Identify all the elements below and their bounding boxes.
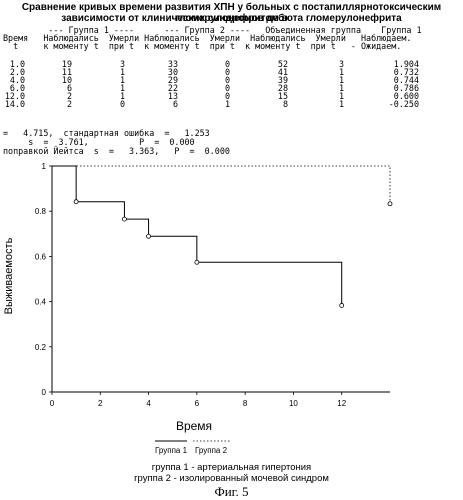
survival-curve-series-1 [52,166,342,305]
survival-curve-series-2 [52,166,390,204]
survival-point [340,303,344,307]
caption-group-1: группа 1 - артериальная гипертония [0,462,463,473]
x-tick-label: 6 [195,399,200,408]
y-tick-label: 0.2 [35,343,47,352]
y-tick-label: 0 [42,388,47,397]
x-tick-label: 2 [98,399,103,408]
x-tick-label: 4 [146,399,151,408]
y-tick-label: 0.4 [35,298,47,307]
caption-group-2: группа 2 - изолированный мочевой синдром [0,473,463,484]
x-tick-label: 0 [50,399,55,408]
x-tick-label: 8 [243,399,248,408]
survival-point [195,260,199,264]
survival-point [388,202,392,206]
survival-point [74,200,78,204]
legend-label-group-2: Группа 2 [195,446,228,455]
survival-point [122,217,126,221]
figure-label: Фиг. 5 [0,484,463,500]
legend-label-group-1: Группа 1 [155,446,188,455]
survival-point [147,234,151,238]
y-tick-label: 1 [42,162,47,171]
x-tick-label: 12 [337,399,346,408]
x-axis-label: Время [176,419,212,433]
y-axis-label: Выживаемость [3,237,15,314]
x-tick-label: 10 [289,399,298,408]
y-tick-label: 0.6 [35,252,47,261]
y-tick-label: 0.8 [35,207,47,216]
